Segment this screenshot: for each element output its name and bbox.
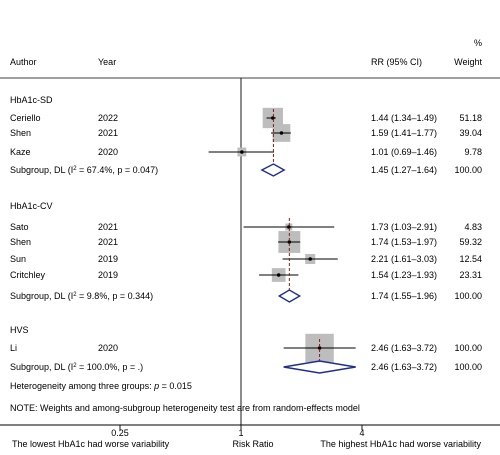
x-axis-right-label: The highest HbA1c had worse variability bbox=[320, 439, 481, 449]
study-weight: 51.18 bbox=[459, 113, 482, 123]
study-author: Critchley bbox=[10, 270, 46, 280]
subgroup-ci: 2.46 (1.63–3.72) bbox=[371, 362, 437, 372]
study-ci: 1.44 (1.34–1.49) bbox=[371, 113, 437, 123]
study-weight: 39.04 bbox=[459, 128, 482, 138]
study-ci: 1.74 (1.53–1.97) bbox=[371, 237, 437, 247]
point-estimate bbox=[276, 273, 281, 277]
x-tick-label: 1 bbox=[238, 428, 243, 438]
study-author: Shen bbox=[10, 128, 31, 138]
subgroup-label: Subgroup, DL (I2 = 9.8%, p = 0.344) bbox=[10, 291, 153, 301]
subgroup-ci: 1.45 (1.27–1.64) bbox=[371, 165, 437, 175]
study-year: 2021 bbox=[98, 237, 118, 247]
rr-ci-header: RR (95% CI) bbox=[371, 57, 422, 67]
study-author: Sato bbox=[10, 222, 29, 232]
heterogeneity-p-value: = 0.015 bbox=[159, 381, 192, 391]
subgroup-weight: 100.00 bbox=[454, 291, 482, 301]
subgroup-weight: 100.00 bbox=[454, 362, 482, 372]
study-weight: 100.00 bbox=[454, 343, 482, 353]
x-axis-left-label: The lowest HbA1c had worse variability bbox=[12, 439, 170, 449]
study-ci: 1.54 (1.23–1.93) bbox=[371, 270, 437, 280]
study-year: 2022 bbox=[98, 113, 118, 123]
x-tick-label: 4 bbox=[359, 428, 364, 438]
subgroup-diamond bbox=[260, 163, 286, 177]
study-author: Sun bbox=[10, 254, 26, 264]
model-note: NOTE: Weights and among-subgroup heterog… bbox=[10, 403, 360, 413]
study-author: Ceriello bbox=[10, 113, 41, 123]
author-header: Author bbox=[10, 57, 37, 67]
study-ci: 1.01 (0.69–1.46) bbox=[371, 147, 437, 157]
heterogeneity-p-label: p bbox=[153, 381, 159, 391]
group-title: HbA1c-SD bbox=[10, 95, 53, 105]
x-tick-label: 0.25 bbox=[111, 428, 129, 438]
weight-percent-header: % bbox=[474, 38, 482, 48]
study-year: 2020 bbox=[98, 147, 118, 157]
study-weight: 4.83 bbox=[464, 222, 482, 232]
point-estimate bbox=[271, 116, 275, 120]
forest-rows: HbA1c-SD Ceriello 2022 1.44 (1.34–1.49) 51.1… bbox=[10, 95, 482, 374]
study-year: 2019 bbox=[98, 270, 118, 280]
study-ci: 2.46 (1.63–3.72) bbox=[371, 343, 437, 353]
point-estimate bbox=[308, 257, 313, 261]
heterogeneity-text: Heterogeneity among three groups: p = 0.… bbox=[10, 381, 192, 391]
subgroup-ci: 1.74 (1.55–1.96) bbox=[371, 291, 437, 301]
study-year: 2020 bbox=[98, 343, 118, 353]
study-ci: 1.73 (1.03–2.91) bbox=[371, 222, 437, 232]
x-axis-label: Risk Ratio bbox=[232, 439, 273, 449]
point-estimate bbox=[317, 346, 322, 350]
year-header: Year bbox=[98, 57, 116, 67]
study-weight: 23.31 bbox=[459, 270, 482, 280]
study-year: 2019 bbox=[98, 254, 118, 264]
subgroup-diamond bbox=[283, 360, 356, 374]
group-title: HVS bbox=[10, 325, 29, 335]
study-weight: 9.78 bbox=[464, 147, 482, 157]
heterogeneity-label: Heterogeneity among three groups: bbox=[10, 381, 154, 391]
study-year: 2021 bbox=[98, 128, 118, 138]
study-author: Li bbox=[10, 343, 17, 353]
x-axis-ticks: 0.25 1 4 bbox=[111, 425, 365, 438]
subgroup-weight: 100.00 bbox=[454, 165, 482, 175]
study-weight: 12.54 bbox=[459, 254, 482, 264]
subgroup-label: Subgroup, DL (I2 = 100.0%, p = .) bbox=[10, 362, 143, 372]
study-author: Kaze bbox=[10, 147, 31, 157]
subgroup-label: Subgroup, DL (I2 = 67.4%, p = 0.047) bbox=[10, 165, 158, 175]
point-estimate bbox=[279, 131, 284, 135]
subgroup-diamond bbox=[277, 289, 302, 303]
study-author: Shen bbox=[10, 237, 31, 247]
study-year: 2021 bbox=[98, 222, 118, 232]
point-estimate bbox=[240, 150, 244, 154]
point-estimate bbox=[287, 240, 292, 244]
group-title: HbA1c-CV bbox=[10, 201, 53, 211]
study-ci: 2.21 (1.61–3.03) bbox=[371, 254, 437, 264]
point-estimate bbox=[287, 225, 291, 229]
weight-header: Weight bbox=[454, 57, 482, 67]
study-ci: 1.59 (1.41–1.77) bbox=[371, 128, 437, 138]
study-weight: 59.32 bbox=[459, 237, 482, 247]
